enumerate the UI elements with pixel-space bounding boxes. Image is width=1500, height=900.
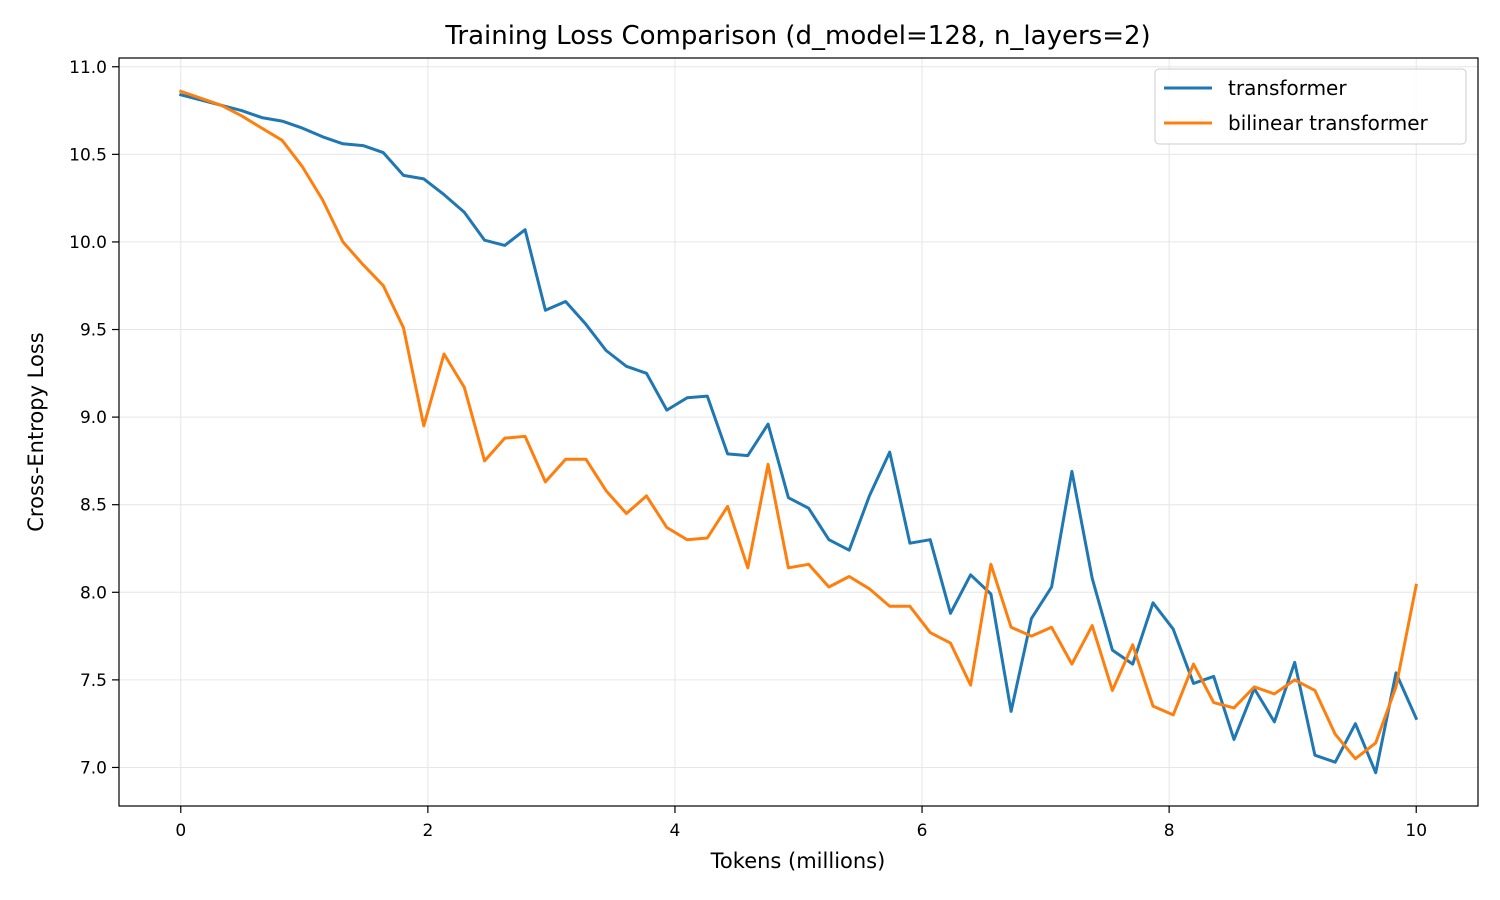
x-tick-label: 0 [175, 821, 186, 841]
series-line-transformer [178, 92, 1419, 775]
legend-label-bilinear-transformer: bilinear transformer [1228, 111, 1429, 135]
y-tick-label: 7.5 [80, 671, 107, 691]
x-tick-label: 10 [1405, 821, 1427, 841]
legend-label-transformer: transformer [1228, 76, 1347, 100]
x-tick-label: 6 [917, 821, 928, 841]
y-tick-label: 10.5 [69, 145, 107, 165]
x-axis-label: Tokens (millions) [710, 849, 886, 873]
y-axis: 7.0 7.5 8.0 8.5 9.0 9.5 10.0 10.5 11.0 [69, 58, 119, 778]
y-tick-label: 9.0 [80, 408, 107, 428]
series-layer [178, 89, 1419, 775]
series-line-bilinear-transformer [178, 89, 1418, 761]
y-tick-label: 10.0 [69, 233, 107, 253]
legend-box [1154, 68, 1467, 145]
plot-frame [118, 57, 1479, 807]
x-tick-label: 8 [1164, 821, 1175, 841]
y-axis-label: Cross-Entropy Loss [24, 332, 48, 531]
y-tick-label: 7.0 [80, 758, 107, 778]
x-tick-label: 2 [422, 821, 433, 841]
y-tick-label: 8.0 [80, 583, 107, 603]
x-tick-label: 4 [670, 821, 681, 841]
legend: transformer bilinear transformer [1154, 68, 1467, 145]
grid-lines [119, 58, 1478, 806]
y-tick-label: 11.0 [69, 58, 107, 78]
x-axis: 0 2 4 6 8 10 [175, 806, 1427, 841]
y-tick-label: 8.5 [80, 496, 107, 516]
y-tick-label: 9.5 [80, 321, 107, 341]
chart-title: Training Loss Comparison (d_model=128, n… [444, 21, 1150, 51]
